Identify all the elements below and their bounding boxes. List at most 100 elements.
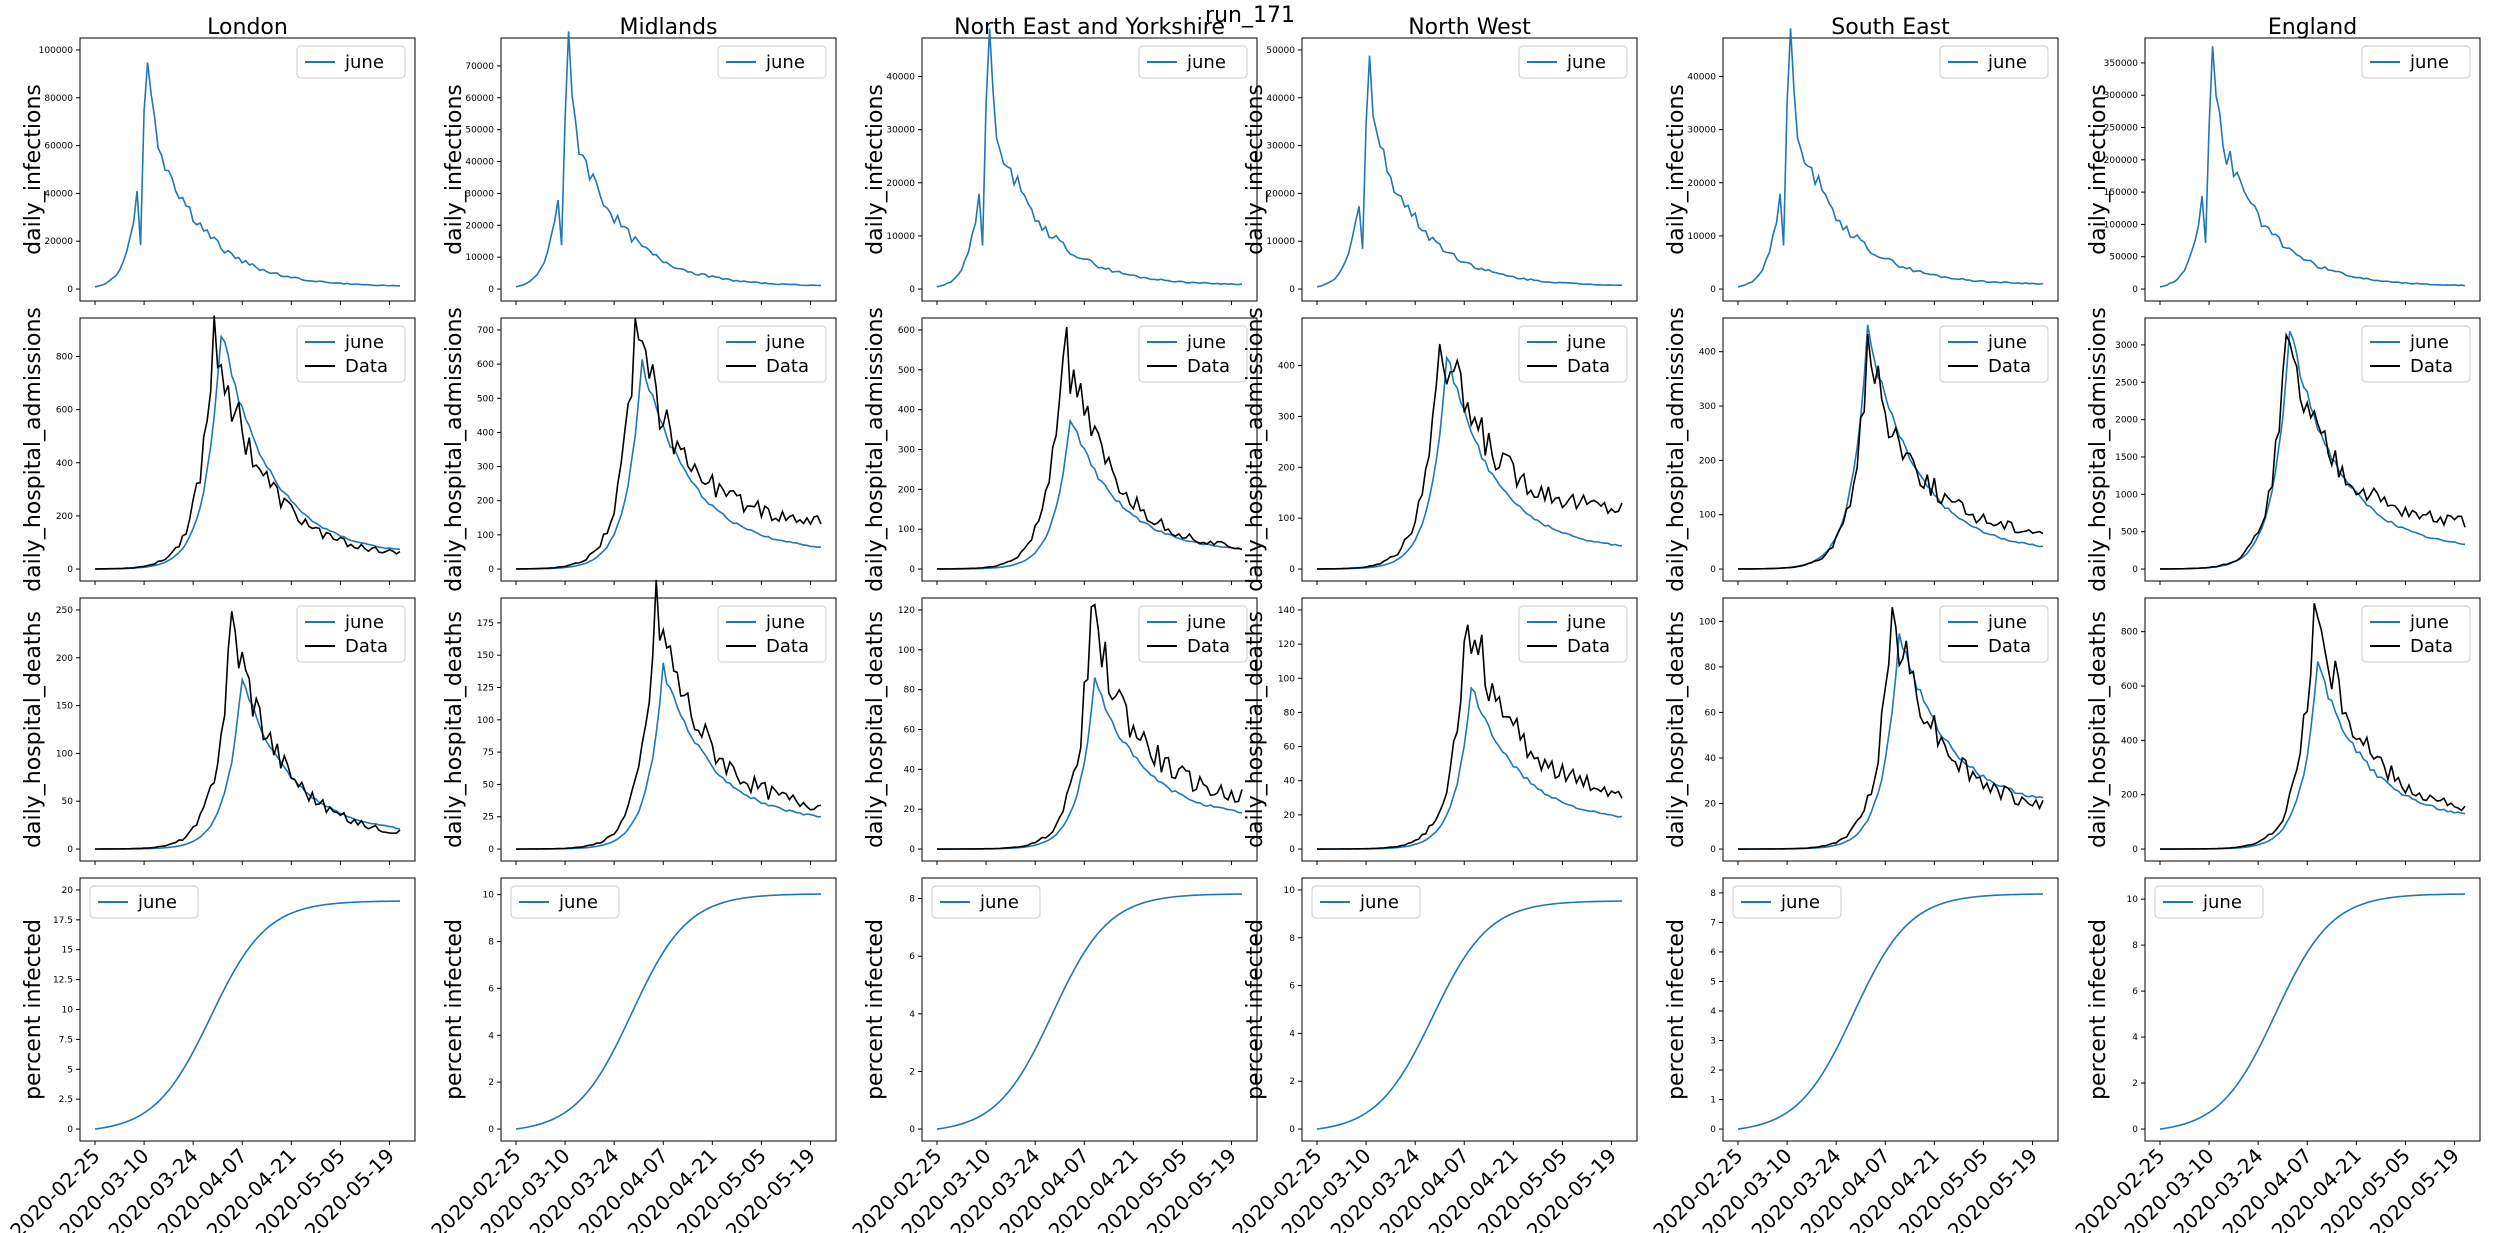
axes-frame — [500, 317, 837, 582]
y-axis-label: daily_hospital_deaths — [21, 611, 46, 848]
y-axis-label: daily_hospital_deaths — [863, 611, 888, 848]
y-tick-label: 0 — [488, 565, 494, 575]
series-june — [2159, 661, 2466, 850]
series-june — [936, 893, 1243, 1130]
y-tick-label: 10 — [1284, 886, 1296, 896]
y-tick-label: 0 — [1289, 285, 1295, 295]
y-tick-label: 6 — [909, 952, 915, 962]
series-june — [1737, 28, 2044, 288]
legend-label-june: june — [344, 332, 384, 353]
y-tick-label: 0 — [909, 565, 915, 575]
y-tick-label: 6 — [1289, 982, 1295, 992]
axes-frame — [1722, 37, 2059, 302]
y-tick-label: 8 — [488, 938, 494, 948]
y-tick-label: 7 — [1710, 918, 1716, 928]
axes-frame — [500, 877, 837, 1142]
y-tick-label: 100000 — [2104, 220, 2139, 230]
y-tick-label: 600 — [477, 360, 494, 370]
axes-frame — [1722, 877, 2059, 1142]
y-tick-label: 40000 — [886, 73, 915, 83]
legend-label-data: Data — [1567, 356, 1610, 377]
axes-frame — [1722, 597, 2059, 862]
y-tick-label: 60 — [1705, 708, 1717, 718]
y-tick-label: 1000 — [2115, 490, 2138, 500]
y-tick-label: 3000 — [2115, 341, 2138, 351]
y-tick-label: 100 — [477, 531, 494, 541]
y-tick-label: 200000 — [2104, 156, 2139, 166]
legend-label-data: Data — [2410, 636, 2453, 657]
y-tick-label: 6 — [1710, 948, 1716, 958]
y-tick-label: 8 — [2132, 941, 2138, 951]
axes-frame — [1301, 317, 1638, 582]
y-axis-label: percent infected — [1243, 919, 1268, 1100]
y-tick-label: 40 — [1284, 777, 1296, 787]
y-tick-label: 6 — [488, 984, 494, 994]
y-tick-label: 2.5 — [59, 1095, 73, 1105]
legend-label-june: june — [765, 332, 805, 353]
y-tick-label: 2 — [488, 1078, 494, 1088]
legend-label-june: june — [1359, 892, 1399, 913]
y-tick-label: 10000 — [886, 232, 915, 242]
legend-label-june: june — [137, 892, 177, 913]
y-axis-label: daily_infections — [442, 84, 467, 255]
y-axis-label: percent infected — [1664, 919, 1689, 1100]
y-tick-label: 8 — [1710, 889, 1716, 899]
y-axis-label: percent infected — [2086, 919, 2111, 1100]
y-axis-label: daily_hospital_deaths — [1243, 611, 1268, 848]
legend — [510, 885, 620, 919]
legend-label-data: Data — [766, 356, 809, 377]
y-tick-label: 120 — [898, 606, 915, 616]
legend-label-june: june — [344, 612, 384, 633]
y-tick-label: 150000 — [2104, 188, 2139, 198]
y-tick-label: 150 — [56, 702, 73, 712]
y-tick-label: 100 — [477, 716, 494, 726]
legend — [1138, 325, 1248, 383]
y-tick-label: 0 — [67, 1125, 73, 1135]
legend-label-data: Data — [1988, 356, 2031, 377]
y-tick-label: 0 — [1289, 845, 1295, 855]
legend — [1138, 45, 1248, 79]
y-tick-label: 8 — [1289, 934, 1295, 944]
y-tick-label: 0 — [1289, 1125, 1295, 1135]
y-tick-label: 0 — [1710, 845, 1716, 855]
y-tick-label: 12.5 — [53, 976, 73, 986]
legend-label-june: june — [765, 612, 805, 633]
y-tick-label: 2500 — [2115, 378, 2138, 388]
panel-1-4: 0 100 200 300 400 daily_hospital_admissions ju… — [1664, 307, 2059, 592]
y-tick-label: 25 — [483, 813, 494, 823]
panel-1-1: 0 100 200 300 400 500 600 700 daily_hospital_adm… — [442, 307, 837, 592]
legend-label-june: june — [2409, 332, 2449, 353]
y-tick-label: 50 — [483, 780, 495, 790]
y-tick-label: 300 — [477, 463, 494, 473]
y-tick-label: 2 — [909, 1067, 915, 1077]
legend-label-data: Data — [345, 636, 388, 657]
y-tick-label: 30000 — [1687, 126, 1716, 136]
y-axis-label: percent infected — [442, 919, 467, 1100]
y-tick-label: 10 — [2127, 895, 2139, 905]
series-june — [936, 677, 1243, 850]
axes-frame — [79, 597, 416, 862]
y-tick-label: 4 — [2132, 1033, 2138, 1043]
panel-2-0: 0 50 100 150 200 250 daily_hospital_deaths june… — [21, 597, 416, 865]
series-june — [1316, 900, 1623, 1130]
y-tick-label: 20000 — [465, 221, 494, 231]
panel-2-1: 0 25 50 75 100 125 150 175 daily_hospital_deaths… — [442, 579, 837, 865]
axes-frame — [1301, 597, 1638, 862]
panel-2-4: 0 20 40 60 80 100 daily_hospital_deaths june Dat… — [1664, 597, 2059, 865]
y-tick-label: 175 — [477, 619, 494, 629]
legend-label-data: Data — [766, 636, 809, 657]
legend — [931, 885, 1041, 919]
legend — [1518, 325, 1628, 383]
column-title: London — [207, 15, 288, 40]
series-june — [94, 900, 401, 1130]
series-june — [94, 334, 401, 570]
legend-label-data: Data — [1567, 636, 1610, 657]
y-axis-label: daily_hospital_deaths — [2086, 611, 2111, 848]
legend-label-data: Data — [1988, 636, 2031, 657]
series-data — [1316, 343, 1623, 570]
y-tick-label: 300000 — [2104, 91, 2139, 101]
